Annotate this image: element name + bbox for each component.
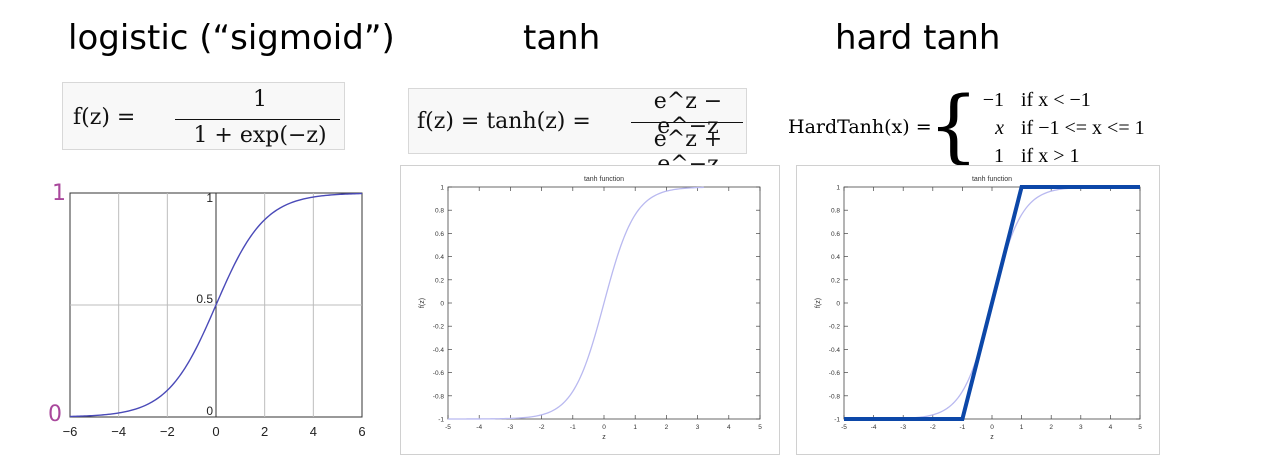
tanh-x-tick-label: -4 xyxy=(476,424,482,431)
tanh-x-tick-label: -5 xyxy=(445,424,451,431)
hardtanh-x-tick-label: 2 xyxy=(1049,424,1053,431)
tanh-y-tick-label: -0.2 xyxy=(433,324,445,331)
hardtanh-case-1: −1 if x < −1 xyxy=(982,89,1091,111)
tanh-y-tick-label: 0 xyxy=(440,301,444,308)
logistic-formula: f(z) = 1 1 + exp(−z) xyxy=(62,82,345,150)
tanh-x-tick-label: 4 xyxy=(727,424,731,431)
logistic-heading: logistic (“sigmoid”) xyxy=(68,18,395,58)
logistic-top-label: 1 xyxy=(52,181,66,206)
tanh-y-tick-label: 0.4 xyxy=(435,254,444,261)
hardtanh-case-2: x if −1 <= x <= 1 xyxy=(995,117,1145,139)
hardtanh-x-tick-label: -1 xyxy=(960,424,966,431)
logistic-x-tick-label: 6 xyxy=(358,424,365,439)
tanh-y-tick-label: 0.6 xyxy=(435,231,444,238)
hardtanh-x-tick-label: -3 xyxy=(900,424,906,431)
hardtanh-formula-lhs: HardTanh(x) = xyxy=(788,116,932,138)
tanh-x-tick-label: 3 xyxy=(696,424,700,431)
logistic-x-tick-label: −2 xyxy=(160,424,175,439)
tanh-formula-lhs: f(z) = tanh(z) = xyxy=(417,109,591,134)
tanh-title: tanh function xyxy=(584,176,624,183)
hardtanh-case-3: 1 if x > 1 xyxy=(994,145,1080,167)
hardtanh-y-label: f(z) xyxy=(815,298,822,308)
logistic-x-tick-label: 0 xyxy=(212,424,219,439)
tanh-y-tick-label: -0.4 xyxy=(433,347,445,354)
tanh-y-tick-label: 0.8 xyxy=(435,208,444,215)
hardtanh-y-tick-label: -0.2 xyxy=(829,324,841,331)
tanh-x-tick-label: -3 xyxy=(508,424,514,431)
tanh-x-tick-label: 2 xyxy=(665,424,669,431)
tanh-chart: tanh function -5 -4 -3 -2 -1 0 1 2 3 4 5 1 0.8 0.6 0.4 0… xyxy=(400,165,780,455)
tanh-x-tick-label: 5 xyxy=(758,424,762,431)
tanh-x-label: z xyxy=(602,434,606,441)
tanh-x-tick-label: 1 xyxy=(633,424,637,431)
tanh-x-tick-label: -2 xyxy=(539,424,545,431)
hardtanh-brace: { xyxy=(928,79,979,172)
hardtanh-x-tick-label: 0 xyxy=(990,424,994,431)
tanh-heading: tanh xyxy=(523,18,601,58)
hardtanh-x-tick-label: -2 xyxy=(930,424,936,431)
hardtanh-y-tick-label: 0.4 xyxy=(831,254,840,261)
logistic-y-tick-label: 1 xyxy=(206,191,213,205)
hardtanh-y-tick-label: 0.6 xyxy=(831,231,840,238)
tanh-x-tick-label: -1 xyxy=(570,424,576,431)
hardtanh-x-tick-label: -4 xyxy=(871,424,877,431)
hardtanh-x-tick-label: -5 xyxy=(841,424,847,431)
tanh-y-tick-label: -1 xyxy=(438,417,444,424)
logistic-x-tick-label: −6 xyxy=(63,424,78,439)
hardtanh-heading: hard tanh xyxy=(835,18,1001,58)
tanh-x-tick-label: 0 xyxy=(602,424,606,431)
hardtanh-x-label: z xyxy=(990,434,994,441)
hardtanh-title: tanh function xyxy=(972,176,1012,183)
tanh-y-tick-label: -0.8 xyxy=(433,393,445,400)
tanh-fraction-bar xyxy=(631,122,743,123)
logistic-fraction-bar xyxy=(175,119,340,120)
hardtanh-y-tick-label: 0 xyxy=(836,301,840,308)
logistic-formula-lhs: f(z) = xyxy=(73,105,136,130)
logistic-formula-numerator: 1 xyxy=(253,87,267,112)
hardtanh-y-tick-label: -0.6 xyxy=(829,370,841,377)
tanh-y-tick-label: -0.6 xyxy=(433,370,445,377)
hardtanh-y-tick-label: 0.8 xyxy=(831,208,840,215)
tanh-y-tick-label: 1 xyxy=(440,185,444,192)
hardtanh-formula: HardTanh(x) = { −1 if x < −1 x if −1 <= … xyxy=(788,80,1218,174)
hardtanh-y-tick-label: -1 xyxy=(834,417,840,424)
tanh-y-label: f(z) xyxy=(419,298,426,308)
logistic-x-tick-label: 4 xyxy=(310,424,317,439)
hardtanh-y-tick-label: 1 xyxy=(836,185,840,192)
hardtanh-y-tick-label: -0.4 xyxy=(829,347,841,354)
hardtanh-hardtanh-line xyxy=(844,185,1140,421)
logistic-chart: −6 −4 −2 0 2 4 6 1 0.5 0 xyxy=(63,191,366,439)
tanh-y-tick-label: 0.2 xyxy=(435,277,444,284)
hardtanh-x-tick-label: 3 xyxy=(1079,424,1083,431)
logistic-y-tick-label: 0.5 xyxy=(196,292,213,306)
logistic-bottom-label: 0 xyxy=(48,402,62,427)
hardtanh-y-tick-label: -0.8 xyxy=(829,393,841,400)
logistic-curve xyxy=(69,192,363,418)
logistic-x-tick-label: 2 xyxy=(261,424,268,439)
tanh-formula: f(z) = tanh(z) = e^z − e^−z e^z + e^−z xyxy=(408,88,747,177)
hardtanh-x-tick-label: 5 xyxy=(1138,424,1142,431)
hardtanh-x-tick-label: 4 xyxy=(1109,424,1113,431)
logistic-x-tick-label: −4 xyxy=(111,424,126,439)
hardtanh-chart: tanh function -5 -4 -3 -2 -1 0 1 2 3 4 5 1 0.8 0.6 0.4 0… xyxy=(796,165,1160,455)
tanh-tanh-curve xyxy=(448,186,704,420)
hardtanh-y-tick-label: 0.2 xyxy=(831,277,840,284)
logistic-formula-denominator: 1 + exp(−z) xyxy=(193,123,327,148)
tanh-formula-numerator: e^z − e^−z xyxy=(653,89,723,139)
logistic-y-tick-label: 0 xyxy=(206,404,213,418)
hardtanh-x-tick-label: 1 xyxy=(1020,424,1024,431)
